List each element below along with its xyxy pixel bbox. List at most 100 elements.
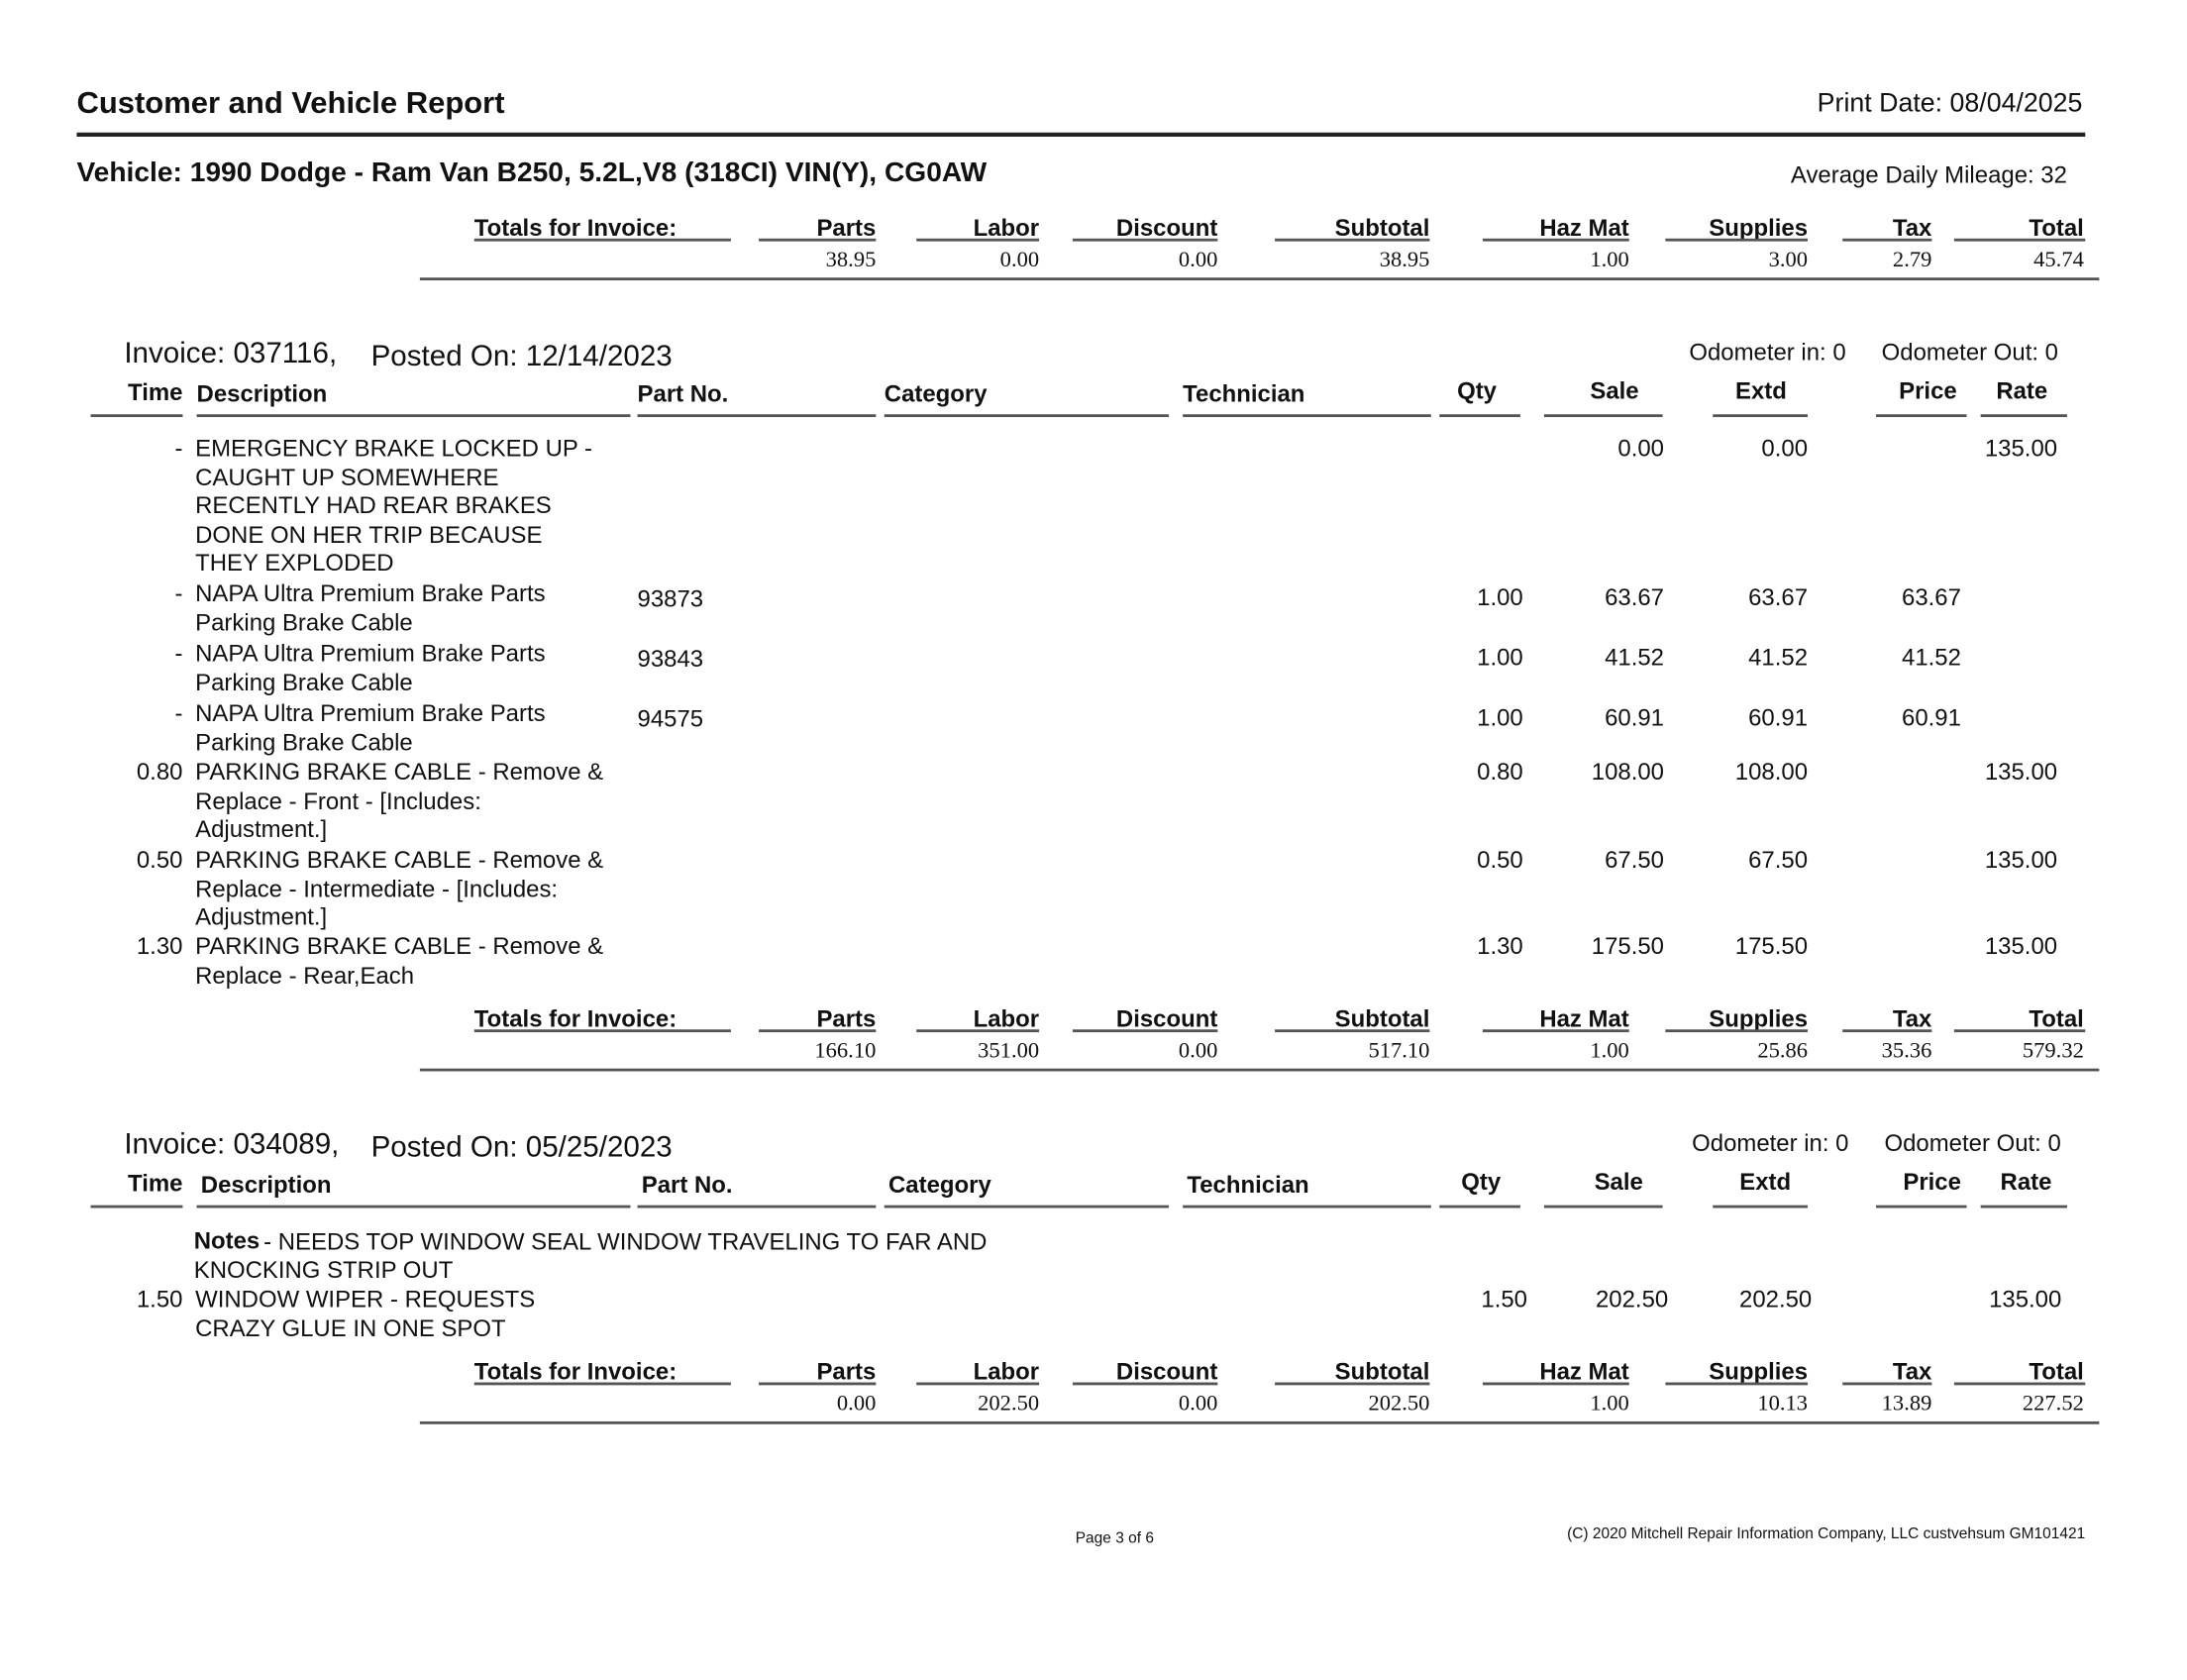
- column-underline-description: [196, 1205, 631, 1208]
- totals-underline-tax: [1842, 1382, 1932, 1386]
- item-time: 0.50: [136, 846, 183, 874]
- totals-value-discount: 0.00: [1178, 1392, 1218, 1417]
- totals-underline-total: [1953, 1029, 2086, 1033]
- item-part-number: 94575: [637, 705, 704, 733]
- item-sale: 0.00: [1617, 435, 1664, 463]
- column-header-extd: Extd: [1735, 377, 1787, 405]
- column-underline-part-no: [637, 414, 877, 418]
- totals-value-subtotal: 202.50: [1368, 1392, 1430, 1417]
- totals-header-parts: Parts: [816, 1005, 877, 1033]
- item-qty: 1.00: [1477, 584, 1523, 611]
- totals-underline-hazmat: [1482, 1029, 1629, 1033]
- totals-value-discount: 0.00: [1178, 248, 1218, 272]
- item-description-line: RECENTLY HAD REAR BRAKES: [195, 492, 552, 520]
- item-rate: 135.00: [1984, 933, 2058, 960]
- item-description-line: THEY EXPLODED: [195, 550, 394, 578]
- totals-underline-supplies: [1665, 238, 1809, 242]
- totals-underline-discount: [1072, 238, 1218, 242]
- totals-header-hazmat: Haz Mat: [1539, 1358, 1629, 1386]
- column-header-extd: Extd: [1739, 1169, 1792, 1196]
- totals-underline-labor: [916, 1029, 1040, 1033]
- totals-value-tax: 35.36: [1881, 1039, 1932, 1064]
- totals-value-parts: 0.00: [836, 1392, 877, 1417]
- totals-value-total: 45.74: [2033, 248, 2084, 272]
- totals-value-tax: 2.79: [1892, 248, 1932, 272]
- column-underline-rate: [1980, 1205, 2067, 1208]
- totals-value-labor: 351.00: [978, 1039, 1040, 1064]
- item-extd: 63.67: [1748, 584, 1809, 611]
- item-extd: 175.50: [1734, 933, 1809, 960]
- item-qty: 1.30: [1477, 933, 1523, 960]
- item-description-line: Parking Brake Cable: [195, 728, 413, 756]
- totals-underline-discount: [1072, 1382, 1218, 1386]
- totals-underline-parts: [759, 1029, 877, 1033]
- odometer-in: Odometer in: 0: [1692, 1129, 1849, 1157]
- item-description-line: NAPA Ultra Premium Brake Parts: [195, 640, 546, 668]
- average-daily-mileage: Average Daily Mileage: 32: [1790, 161, 2067, 189]
- column-underline-technician: [1183, 1205, 1431, 1208]
- item-qty: 0.80: [1477, 759, 1523, 786]
- item-description-line: Adjustment.]: [195, 903, 328, 931]
- vehicle-title: Vehicle: 1990 Dodge - Ram Van B250, 5.2L…: [76, 158, 988, 189]
- column-header-rate: Rate: [1996, 377, 2048, 405]
- totals-value-labor: 202.50: [978, 1392, 1040, 1417]
- copyright: (C) 2020 Mitchell Repair Information Com…: [1567, 1525, 2086, 1543]
- item-sale: 41.52: [1605, 644, 1664, 672]
- totals-underline-labor: [916, 1382, 1040, 1386]
- item-qty: 1.50: [1481, 1286, 1527, 1313]
- item-description-line: PARKING BRAKE CABLE - Remove &: [195, 846, 604, 874]
- totals-header-total: Total: [2029, 1005, 2084, 1033]
- item-description-line: Replace - Rear,Each: [195, 962, 415, 989]
- column-header-description: Description: [196, 380, 328, 408]
- column-header-category: Category: [888, 1171, 991, 1199]
- column-header-rate: Rate: [2000, 1169, 2052, 1196]
- totals-header-labor: Labor: [973, 214, 1040, 242]
- column-header-technician: Technician: [1183, 380, 1305, 408]
- column-header-price: Price: [1899, 377, 1957, 405]
- item-sale: 175.50: [1591, 933, 1664, 960]
- item-description-line: Adjustment.]: [195, 816, 328, 843]
- odometer-out: Odometer Out: 0: [1881, 339, 2058, 366]
- totals-underline-tax: [1842, 1029, 1932, 1033]
- totals-value-hazmat: 1.00: [1590, 1039, 1629, 1064]
- column-header-qty: Qty: [1457, 377, 1497, 405]
- column-underline-description: [196, 414, 631, 418]
- totals-header-total: Total: [2029, 214, 2084, 242]
- totals-header-tax: Tax: [1892, 214, 1932, 242]
- totals-header-tax: Tax: [1892, 1005, 1932, 1033]
- totals-label-underline: [473, 238, 731, 242]
- totals-header-labor: Labor: [973, 1005, 1040, 1033]
- totals-value-supplies: 10.13: [1757, 1392, 1809, 1417]
- item-extd: 202.50: [1739, 1286, 1813, 1313]
- totals-underline-parts: [759, 238, 877, 242]
- totals-value-parts: 166.10: [814, 1039, 877, 1064]
- item-extd: 0.00: [1761, 435, 1809, 463]
- item-sale: 60.91: [1605, 704, 1664, 731]
- item-qty: 0.50: [1477, 846, 1523, 874]
- column-underline-sale: [1543, 414, 1663, 418]
- item-time: -: [174, 435, 183, 463]
- column-underline-technician: [1183, 414, 1431, 418]
- item-description-line: NAPA Ultra Premium Brake Parts: [195, 579, 546, 607]
- totals-header-discount: Discount: [1115, 1358, 1218, 1386]
- odometer-in: Odometer in: 0: [1689, 339, 1846, 366]
- item-sale: 67.50: [1605, 846, 1664, 874]
- report-title: Customer and Vehicle Report: [76, 84, 505, 121]
- item-description-line: Parking Brake Cable: [195, 669, 413, 696]
- totals-underline-tax: [1842, 238, 1932, 242]
- totals-label: Totals for Invoice:: [473, 1358, 677, 1386]
- totals-value-tax: 13.89: [1881, 1392, 1932, 1417]
- totals-value-hazmat: 1.00: [1590, 1392, 1629, 1417]
- totals-label: Totals for Invoice:: [473, 1005, 677, 1033]
- totals-header-subtotal: Subtotal: [1334, 1358, 1430, 1386]
- column-header-category: Category: [884, 380, 988, 408]
- item-part-number: 93873: [637, 585, 704, 613]
- totals-value-parts: 38.95: [825, 248, 877, 272]
- item-sale: 108.00: [1591, 759, 1664, 786]
- header-rule: [76, 132, 2086, 138]
- totals-header-subtotal: Subtotal: [1334, 1005, 1430, 1033]
- totals-underline-discount: [1072, 1029, 1218, 1033]
- item-description-line: Parking Brake Cable: [195, 608, 413, 636]
- totals-value-subtotal: 517.10: [1368, 1039, 1430, 1064]
- totals-header-labor: Labor: [973, 1358, 1040, 1386]
